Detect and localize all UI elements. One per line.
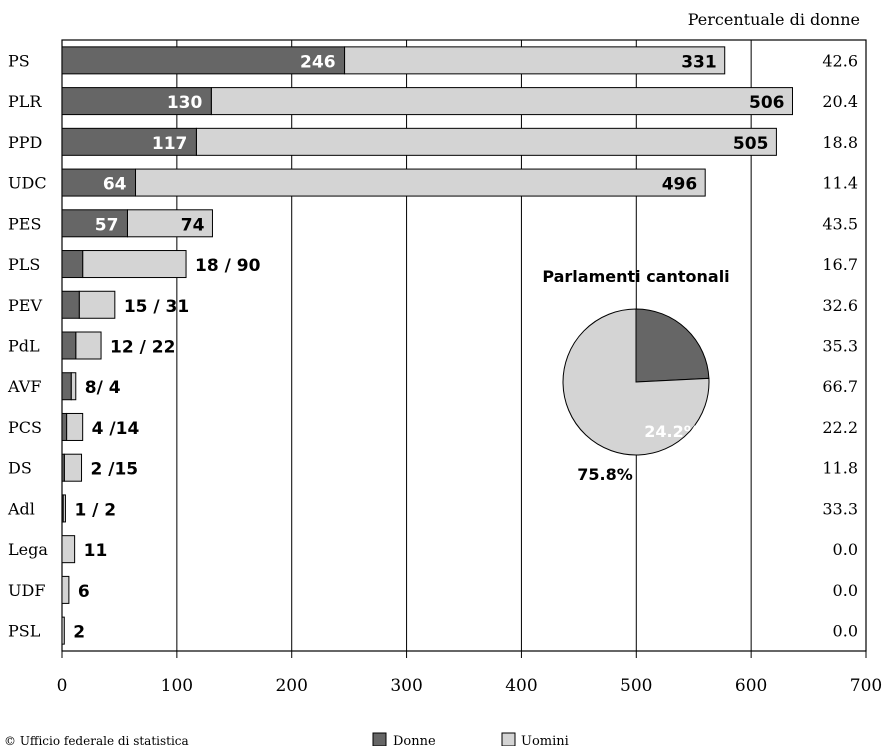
- bar-donne: [61, 46, 346, 75]
- percent-value: 22.2: [822, 418, 858, 437]
- x-tick-label: 200: [275, 676, 307, 696]
- bar-donne: [61, 87, 212, 116]
- category-label: PLR: [8, 92, 42, 111]
- bar-donne: [61, 127, 197, 156]
- pie-slice-donne: [635, 308, 710, 383]
- bar-uomini: [135, 168, 706, 197]
- bar-uomini: [61, 575, 70, 604]
- bar-label: 2: [73, 623, 85, 643]
- bar-label-uomini: 331: [681, 52, 717, 72]
- bar-label-donne: 246: [300, 52, 336, 72]
- percent-value: 11.8: [822, 459, 858, 478]
- percent-value: 11.4: [822, 174, 858, 193]
- bar-uomini: [66, 412, 84, 441]
- bar-label-uomini: 506: [749, 93, 785, 113]
- bar-uomini: [61, 535, 76, 564]
- bar-label: 4 /14: [92, 419, 140, 439]
- percent-value: 0.0: [833, 540, 858, 559]
- right-column-title: Percentuale di donne: [688, 10, 860, 29]
- bar-uomini: [126, 209, 213, 238]
- legend-label-uomini: Uomini: [521, 734, 569, 746]
- category-label: PdL: [8, 337, 40, 356]
- percent-value: 16.7: [822, 255, 858, 274]
- legend-label-donne: Donne: [393, 734, 436, 746]
- pie-label-uomini: 75.8%: [577, 465, 633, 484]
- bar-uomini: [70, 372, 77, 401]
- bar-label-uomini: 505: [733, 134, 769, 154]
- legend-swatch-uomini: [501, 732, 516, 747]
- percent-value: 0.0: [833, 581, 858, 600]
- percent-value: 42.6: [822, 51, 858, 70]
- category-label: PCS: [8, 418, 42, 437]
- percent-value: 33.3: [822, 499, 858, 518]
- bar-donne: [61, 168, 137, 197]
- category-label: PES: [8, 214, 41, 233]
- category-label: PEV: [8, 296, 42, 315]
- bar-label-donne: 130: [167, 93, 203, 113]
- bar-uomini: [78, 290, 116, 319]
- percent-value: 66.7: [822, 377, 858, 396]
- x-tick-label: 700: [850, 676, 882, 696]
- bar-donne: [61, 331, 77, 360]
- percent-value: 0.0: [833, 622, 858, 641]
- bar-label: 6: [78, 582, 90, 602]
- bar-label: 11: [84, 541, 108, 561]
- legend-swatch-donne: [372, 732, 387, 747]
- bar-donne: [61, 494, 64, 523]
- bar-donne: [61, 372, 72, 401]
- bar-uomini: [82, 250, 187, 279]
- bar-label-donne: 57: [95, 215, 119, 235]
- bar-label: 15 / 31: [124, 297, 189, 317]
- x-tick-label: 400: [505, 676, 537, 696]
- bar-uomini: [61, 616, 65, 645]
- x-tick-label: 300: [390, 676, 422, 696]
- x-tick-label: 0: [57, 676, 68, 696]
- percent-value: 18.8: [822, 133, 858, 152]
- bar-label-donne: 64: [103, 175, 127, 195]
- bar-donne: [61, 290, 80, 319]
- bar-label: 18 / 90: [195, 256, 261, 276]
- category-label: PPD: [8, 133, 42, 152]
- bar-donne: [61, 453, 65, 482]
- percent-value: 35.3: [822, 337, 858, 356]
- bar-label: 8/ 4: [85, 378, 121, 398]
- category-label: PLS: [8, 255, 40, 274]
- bar-label-uomini: 74: [181, 215, 205, 235]
- bar-donne: [61, 412, 68, 441]
- x-tick-label: 600: [735, 676, 767, 696]
- bar-uomini: [75, 331, 102, 360]
- category-label: PSL: [8, 622, 41, 641]
- category-label: PS: [8, 51, 30, 70]
- category-label: Adl: [7, 499, 35, 518]
- category-label: UDC: [8, 174, 47, 193]
- category-label: Lega: [8, 540, 48, 559]
- percent-value: 20.4: [822, 92, 858, 111]
- category-label: UDF: [8, 581, 45, 600]
- bar-label-uomini: 496: [662, 175, 698, 195]
- percent-value: 43.5: [822, 214, 858, 233]
- bar-label: 1 / 2: [74, 500, 116, 520]
- pie-label-donne: 24.2%: [644, 422, 700, 441]
- bar-label: 12 / 22: [110, 338, 175, 358]
- category-label: DS: [8, 459, 32, 478]
- bar-label: 2 /15: [91, 460, 139, 480]
- bar-donne: [61, 209, 128, 238]
- bar-label-donne: 117: [152, 134, 188, 154]
- bar-donne: [61, 250, 84, 279]
- pie-title: Parlamenti cantonali: [542, 267, 729, 286]
- x-tick-label: 500: [620, 676, 652, 696]
- x-tick-label: 100: [161, 676, 193, 696]
- bar-uomini: [344, 46, 726, 75]
- bar-uomini: [63, 453, 83, 482]
- source-footer: © Ufficio federale di statistica: [4, 734, 189, 746]
- pie-slice-uomini: [562, 308, 710, 456]
- percent-value: 32.6: [822, 296, 858, 315]
- bar-uomini: [195, 127, 777, 156]
- category-label: AVF: [7, 377, 41, 396]
- bar-uomini: [210, 87, 793, 116]
